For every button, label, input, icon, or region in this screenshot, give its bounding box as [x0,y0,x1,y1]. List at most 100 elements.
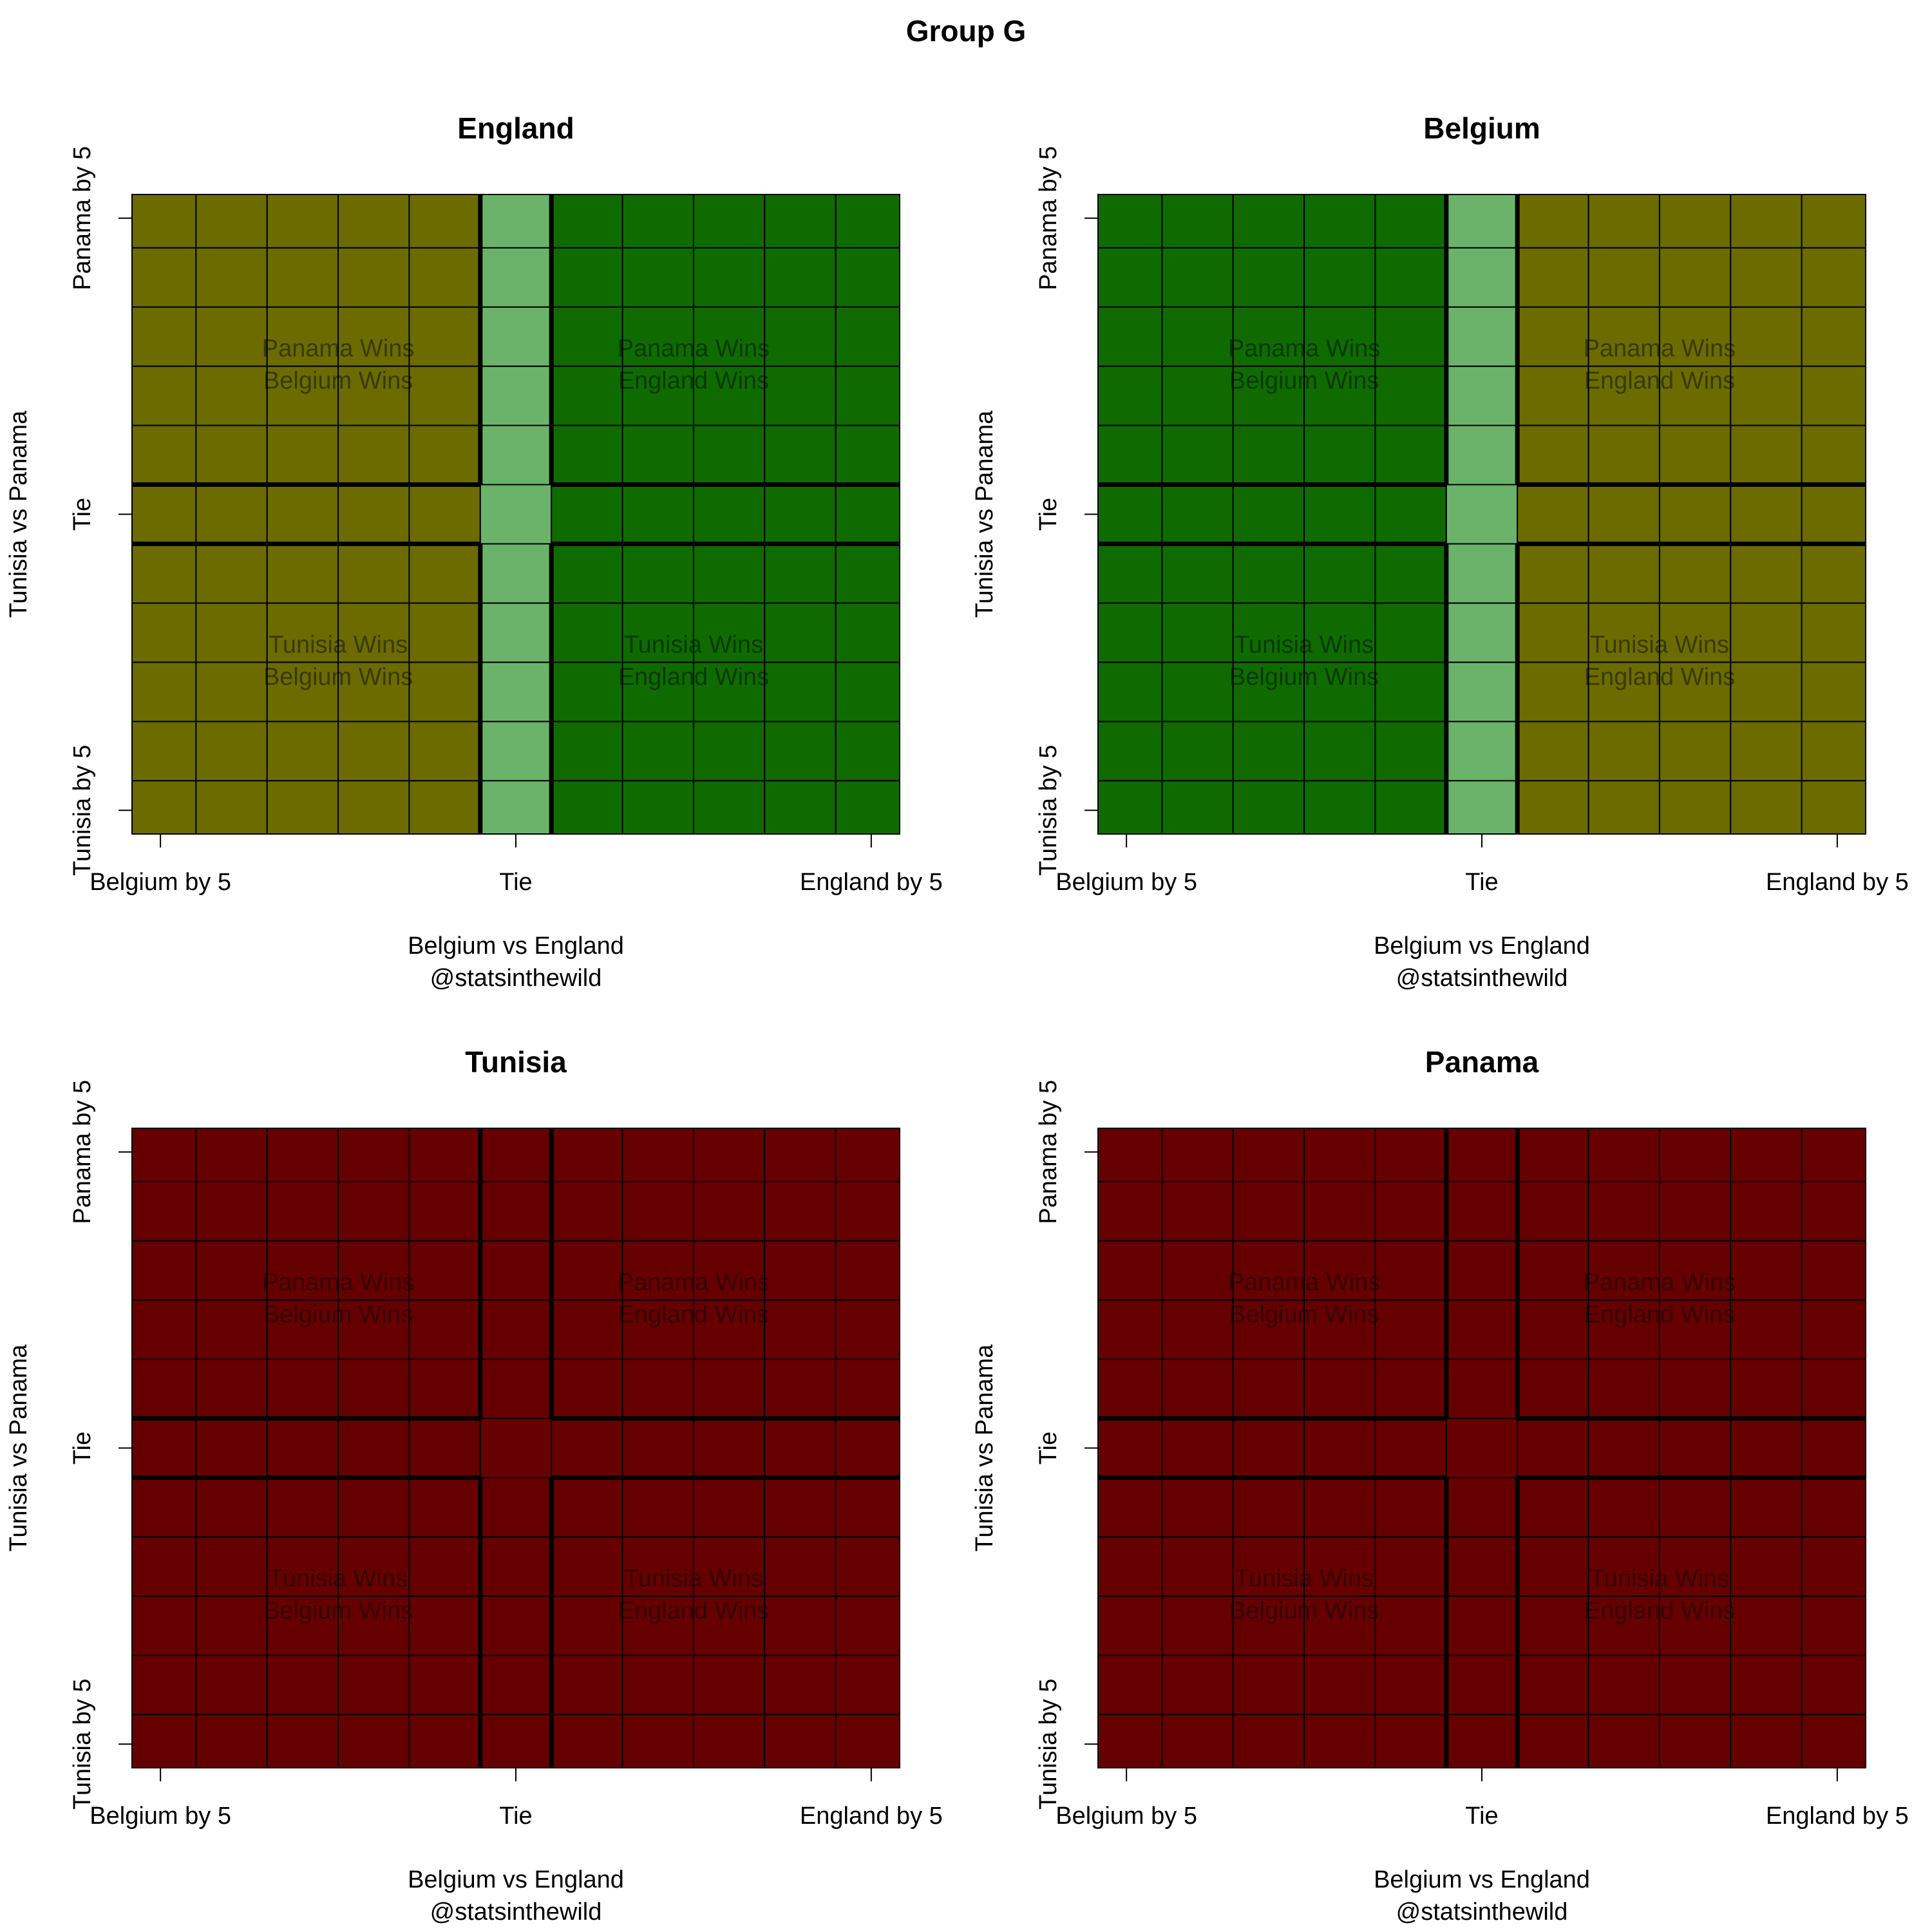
cell [1517,661,1589,723]
cell [337,247,410,308]
cell [195,661,268,723]
cell [551,1180,623,1242]
cell [621,194,694,249]
cell [551,543,623,604]
x-axis-label: Belgium vs England [408,933,624,960]
cell [1801,1417,1866,1479]
cell [1587,306,1660,367]
cell [266,661,339,723]
cell [692,1714,766,1768]
cell [1374,1714,1447,1768]
cell [1730,780,1803,834]
cell [408,424,481,486]
cell [1517,721,1589,782]
cell [1161,1654,1234,1716]
cells [1098,194,1866,834]
cell [551,247,623,308]
caption: @statsinthewild [1396,1899,1568,1926]
cell [1658,1358,1732,1419]
chart-title: Group G [906,14,1027,48]
cell [1730,1714,1803,1768]
cell [1658,1536,1732,1597]
cell [764,780,837,834]
cell [1303,1358,1376,1419]
cell [835,602,900,663]
cell [479,306,553,367]
cell [1730,1417,1803,1479]
cell [835,543,900,604]
cell [195,721,268,782]
cell [408,1299,481,1360]
cell [1232,1299,1305,1360]
cell [266,484,339,545]
annotation: England Wins [618,368,769,395]
cell [1517,1358,1589,1419]
cell [1658,721,1732,782]
cell [1445,247,1519,308]
cell [1445,194,1519,249]
cell [1374,1536,1447,1597]
cell [1801,194,1866,249]
cell [621,543,694,604]
cell [1587,1358,1660,1419]
cell [1730,543,1803,604]
cell [1098,1536,1163,1597]
cell [1374,1654,1447,1716]
cell [1161,1536,1234,1597]
cell [195,1417,268,1479]
cell [337,543,410,604]
cell [408,1536,481,1597]
cell [1303,1180,1376,1242]
cell [132,365,197,426]
panel: Panama Wins Belgium Wins Panama Wins Englan… [971,111,1909,992]
cell [1232,721,1305,782]
cell [195,1477,268,1538]
cell [337,1654,410,1716]
cell [1303,306,1376,367]
cell [266,247,339,308]
cell [266,194,339,249]
cell [1801,1240,1866,1301]
annotation: Tunisia Wins [269,631,408,658]
cell [692,424,766,486]
cell [621,424,694,486]
annotation: England Wins [1584,1302,1735,1329]
cell [1303,602,1376,663]
cell [1161,602,1234,663]
cell [764,306,837,367]
cell [408,306,481,367]
cell [764,543,837,604]
cell [1161,1358,1234,1419]
cell [764,602,837,663]
cell [1587,247,1660,308]
cell [1161,1477,1234,1538]
cell [1801,1180,1866,1242]
cell [1374,1240,1447,1301]
annotation: Belgium Wins [1229,1597,1379,1624]
cell [764,1358,837,1419]
cell [1517,306,1589,367]
cell [1445,543,1519,604]
cell [408,1180,481,1242]
cell [621,780,694,834]
annotation: England Wins [618,1597,769,1624]
cell [1658,1595,1732,1656]
cell [195,543,268,604]
y-tick-label: Tunisia by 5 [69,1678,96,1809]
cell [835,1714,900,1768]
y-tick-label: Tie [69,1432,96,1464]
cell [1445,1654,1519,1716]
x-tick-label: Tie [499,869,532,896]
cell [835,306,900,367]
annotation: Panama Wins [262,1269,415,1296]
cell [1303,1714,1376,1768]
x-tick-label: England by 5 [1766,869,1909,896]
cell [621,484,694,545]
cell [551,424,623,486]
cells [132,1128,900,1768]
cell [195,1299,268,1360]
cell [1161,543,1234,604]
cell [479,247,553,308]
cell [1232,780,1305,834]
cell [1374,1358,1447,1419]
